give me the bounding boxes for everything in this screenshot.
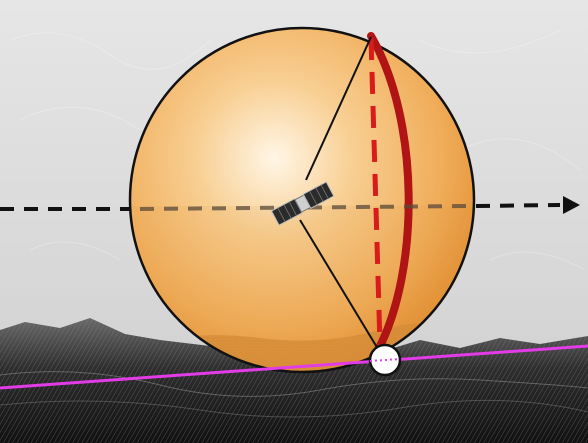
cubesat-icon (270, 181, 335, 226)
line-of-sight (0, 196, 580, 214)
great-circle-solid (367, 32, 413, 354)
radius-line-top (305, 36, 372, 181)
arrow-head-icon (563, 196, 580, 214)
horizon-line-dotted (369, 358, 401, 362)
horizon-line (0, 344, 588, 390)
mountain-terrain (0, 318, 588, 443)
great-circle-dashed (368, 37, 383, 346)
background-texture (9, 29, 586, 271)
sphere-outline (128, 26, 476, 374)
radius-line-bottom (299, 219, 382, 355)
